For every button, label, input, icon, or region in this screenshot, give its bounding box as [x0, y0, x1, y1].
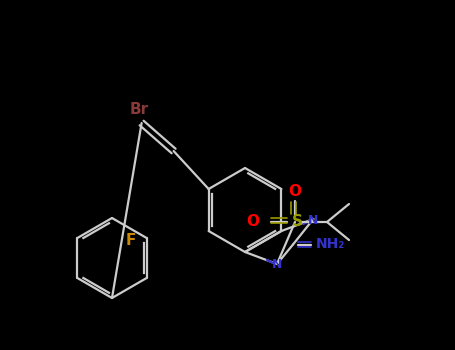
Text: O: O — [246, 215, 259, 230]
Text: N: N — [308, 215, 318, 228]
Text: O: O — [288, 183, 302, 198]
Text: Br: Br — [130, 102, 149, 117]
Text: NH₂: NH₂ — [316, 238, 345, 252]
Text: S: S — [292, 215, 303, 230]
Text: F: F — [126, 233, 136, 248]
Text: N: N — [272, 258, 282, 271]
